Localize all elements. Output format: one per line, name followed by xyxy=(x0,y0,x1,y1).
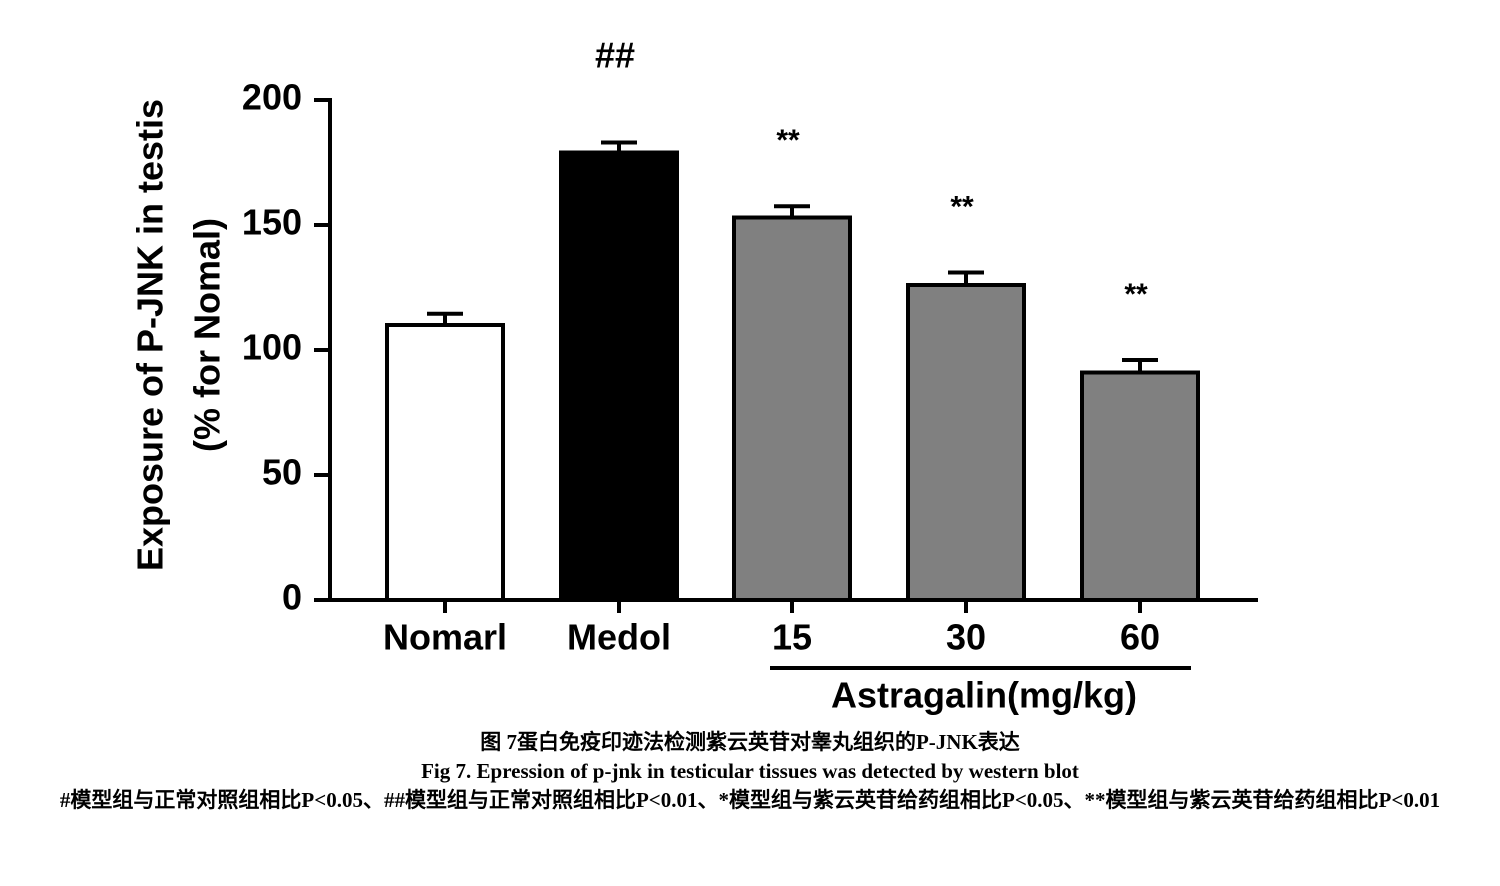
significance-marker: ## xyxy=(595,35,635,76)
x-tick-label: 15 xyxy=(772,617,812,658)
caption: Fig 7. Epression of p-jnk in testicular … xyxy=(421,759,1079,783)
y-label-line: (% for Nomal) xyxy=(187,218,228,452)
bar xyxy=(906,283,1026,602)
significance-marker: ** xyxy=(1124,278,1148,311)
x-tick-label: Medol xyxy=(567,617,671,658)
group-label: Astragalin(mg/kg) xyxy=(831,675,1137,716)
x-tick-label: Nomarl xyxy=(383,617,507,658)
y-axis-title: Exposure of P-JNK in testis (% for Nomal… xyxy=(130,99,228,571)
significance-marker: ** xyxy=(950,190,974,223)
caption: 图 7蛋白免疫印迹法检测紫云英苷对睾丸组织的P-JNK表达 xyxy=(480,730,1020,754)
y-tick-label: 100 xyxy=(242,327,302,368)
x-tick-label: 60 xyxy=(1120,617,1160,658)
bar xyxy=(1080,370,1200,602)
bar xyxy=(559,150,679,602)
y-label-line: Exposure of P-JNK in testis xyxy=(130,99,171,571)
chart: Exposure of P-JNK in testis (% for Nomal… xyxy=(130,35,1258,716)
x-tick-label: 30 xyxy=(946,617,986,658)
y-tick-label: 0 xyxy=(282,577,302,618)
y-tick-label: 150 xyxy=(242,202,302,243)
bar xyxy=(385,323,505,602)
bar xyxy=(732,215,852,602)
y-tick-label: 50 xyxy=(262,452,302,493)
caption: #模型组与正常对照组相比P<0.05、##模型组与正常对照组相比P<0.01、*… xyxy=(59,788,1441,812)
y-tick-label: 200 xyxy=(242,77,302,118)
captions: 图 7蛋白免疫印迹法检测紫云英苷对睾丸组织的P-JNK表达 Fig 7. Epr… xyxy=(15,728,1485,815)
significance-marker: ** xyxy=(776,124,800,157)
